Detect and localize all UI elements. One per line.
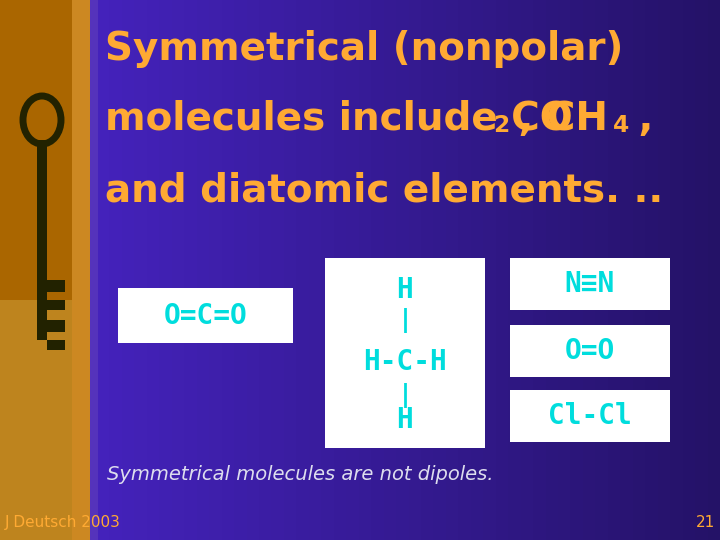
Bar	[197, 0, 210, 540]
Bar	[321, 0, 335, 540]
Bar	[271, 0, 285, 540]
Bar	[510, 325, 670, 377]
Bar	[384, 0, 397, 540]
Bar	[359, 0, 372, 540]
Bar	[510, 390, 670, 442]
Bar	[396, 0, 410, 540]
Bar	[0, 0, 97, 540]
Bar	[47, 280, 65, 292]
Bar	[325, 258, 485, 448]
Text: ,: ,	[625, 100, 653, 138]
Text: J Deutsch 2003: J Deutsch 2003	[5, 515, 121, 530]
Bar	[645, 0, 659, 540]
Bar	[184, 0, 198, 540]
Bar	[708, 0, 720, 540]
Bar	[621, 0, 634, 540]
Bar	[122, 0, 135, 540]
Bar	[109, 0, 123, 540]
Bar	[421, 0, 434, 540]
Text: Symmetrical molecules are not dipoles.: Symmetrical molecules are not dipoles.	[107, 465, 493, 484]
Bar	[459, 0, 472, 540]
Text: Symmetrical (nonpolar): Symmetrical (nonpolar)	[105, 30, 624, 68]
Text: 21: 21	[696, 515, 715, 530]
Text: H: H	[397, 276, 413, 304]
Bar	[172, 0, 185, 540]
Bar	[496, 0, 509, 540]
Text: , CH: , CH	[505, 100, 608, 138]
Bar	[608, 0, 621, 540]
Bar	[683, 0, 696, 540]
Bar	[433, 0, 447, 540]
Text: O=O: O=O	[565, 337, 615, 365]
Bar	[570, 0, 584, 540]
Bar	[558, 0, 572, 540]
Bar	[47, 320, 65, 332]
Bar	[508, 0, 521, 540]
Bar	[222, 0, 235, 540]
Bar	[371, 0, 384, 540]
Bar	[334, 0, 347, 540]
Bar	[234, 0, 248, 540]
Bar	[135, 0, 148, 540]
Bar	[246, 0, 260, 540]
Bar	[595, 0, 609, 540]
Text: 2: 2	[493, 114, 509, 137]
Bar	[97, 0, 110, 540]
Text: O=C=O: O=C=O	[163, 301, 248, 329]
Bar	[37, 140, 47, 340]
Bar	[510, 258, 670, 310]
Bar	[297, 0, 310, 540]
Bar	[670, 0, 683, 540]
Text: 4: 4	[613, 114, 629, 137]
Text: N≡N: N≡N	[565, 270, 615, 298]
Bar	[0, 0, 72, 540]
Bar	[446, 0, 459, 540]
Bar	[159, 0, 173, 540]
Bar	[90, 0, 98, 540]
Bar	[695, 0, 708, 540]
Bar	[408, 0, 422, 540]
Bar	[346, 0, 360, 540]
Bar	[259, 0, 272, 540]
Bar	[533, 0, 546, 540]
Bar	[633, 0, 647, 540]
Text: Cl-Cl: Cl-Cl	[548, 402, 632, 430]
Text: H-C-H: H-C-H	[363, 348, 447, 376]
Text: molecules include CO: molecules include CO	[105, 100, 572, 138]
Bar	[0, 300, 72, 540]
Bar	[483, 0, 497, 540]
Bar	[147, 0, 161, 540]
Bar	[546, 0, 559, 540]
Bar	[309, 0, 323, 540]
Bar	[657, 0, 671, 540]
Text: and diatomic elements. ..: and diatomic elements. ..	[105, 172, 663, 210]
Bar	[284, 0, 297, 540]
Ellipse shape	[32, 107, 52, 133]
Bar	[521, 0, 534, 540]
Bar	[47, 340, 65, 350]
Bar	[47, 300, 65, 310]
Bar	[209, 0, 222, 540]
Bar	[471, 0, 485, 540]
Text: |: |	[397, 308, 413, 333]
Text: H: H	[397, 406, 413, 434]
Text: |: |	[397, 383, 413, 408]
Bar	[118, 288, 293, 343]
Bar	[583, 0, 596, 540]
